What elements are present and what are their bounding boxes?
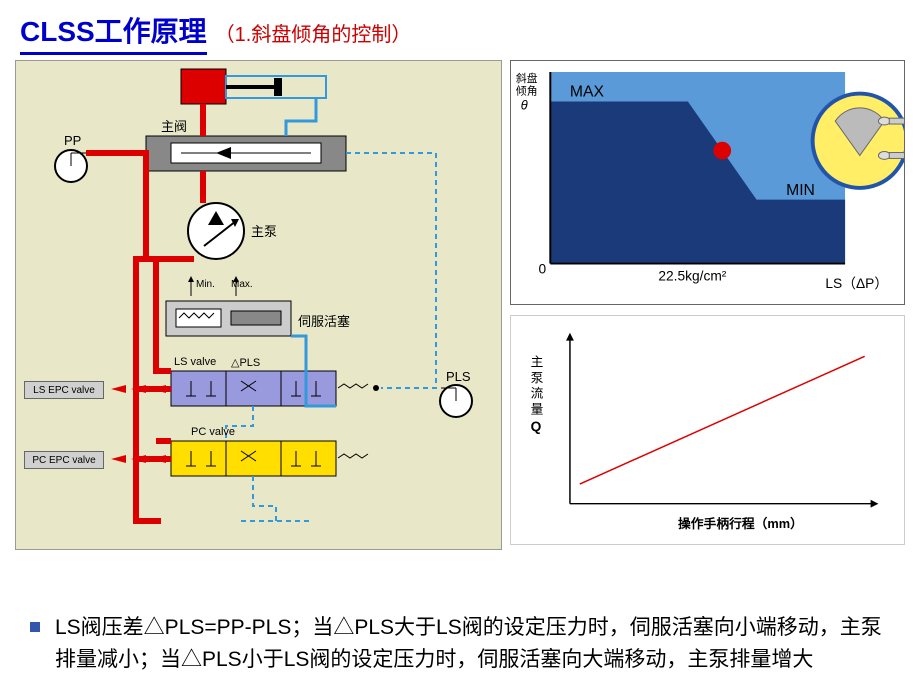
bullet-icon [30,622,40,632]
bullet-text: LS阀压差△PLS=PP-PLS；当△PLS大于LS阀的设定压力时，伺服活塞向小… [55,612,890,675]
box-pcepc: PC EPC valve [24,451,104,469]
flow-chart: 主 泵 流 量 Q 操作手柄行程（mm） [510,315,905,545]
svg-text:0: 0 [539,261,547,276]
schematic-svg [16,61,501,551]
svg-text:倾角: 倾角 [516,85,538,98]
label-min: Min. [196,279,215,290]
hydraulic-schematic: 主阀 PP 主泵 Min. Max. 伺服活塞 LS valve △PLS PL… [15,60,502,550]
title-sub: （1.斜盘倾角的控制） [215,18,412,47]
label-max: Max. [231,279,253,290]
swashplate-chart: MAX MIN 0 22.5kg/cm² LS（ΔP） 斜盘 倾角 θ [510,60,905,305]
svg-text:斜盘: 斜盘 [516,71,538,85]
svg-text:泵: 泵 [531,370,544,385]
label-servo: 伺服活塞 [298,311,350,330]
box-lsepc: LS EPC valve [24,381,104,399]
svg-text:MAX: MAX [570,84,605,101]
label-pp: PP [64,133,81,148]
label-pls: PLS [446,369,471,384]
label-pcvalve: PC valve [191,426,235,438]
svg-text:量: 量 [531,401,544,416]
content-area: 主阀 PP 主泵 Min. Max. 伺服活塞 LS valve △PLS PL… [15,60,905,570]
label-main-valve: 主阀 [161,116,187,135]
label-main-pump: 主泵 [251,221,277,240]
label-deltapls: △PLS [231,356,260,369]
svg-text:操作手柄行程（mm）: 操作手柄行程（mm） [678,516,803,531]
title-row: CLSS工作原理 （1.斜盘倾角的控制） [0,0,920,60]
svg-text:22.5kg/cm²: 22.5kg/cm² [658,268,726,283]
title-main: CLSS工作原理 [20,10,207,55]
svg-text:LS（ΔP）: LS（ΔP） [825,276,888,291]
svg-text:θ: θ [521,97,528,112]
svg-text:流: 流 [531,386,544,401]
right-column: MAX MIN 0 22.5kg/cm² LS（ΔP） 斜盘 倾角 θ [510,60,905,570]
bullet-row: LS阀压差△PLS=PP-PLS；当△PLS大于LS阀的设定压力时，伺服活塞向小… [30,612,890,675]
label-lsvalve: LS valve [174,356,216,368]
svg-text:Q: Q [531,419,542,434]
svg-text:主: 主 [531,354,544,369]
svg-text:MIN: MIN [786,182,815,199]
